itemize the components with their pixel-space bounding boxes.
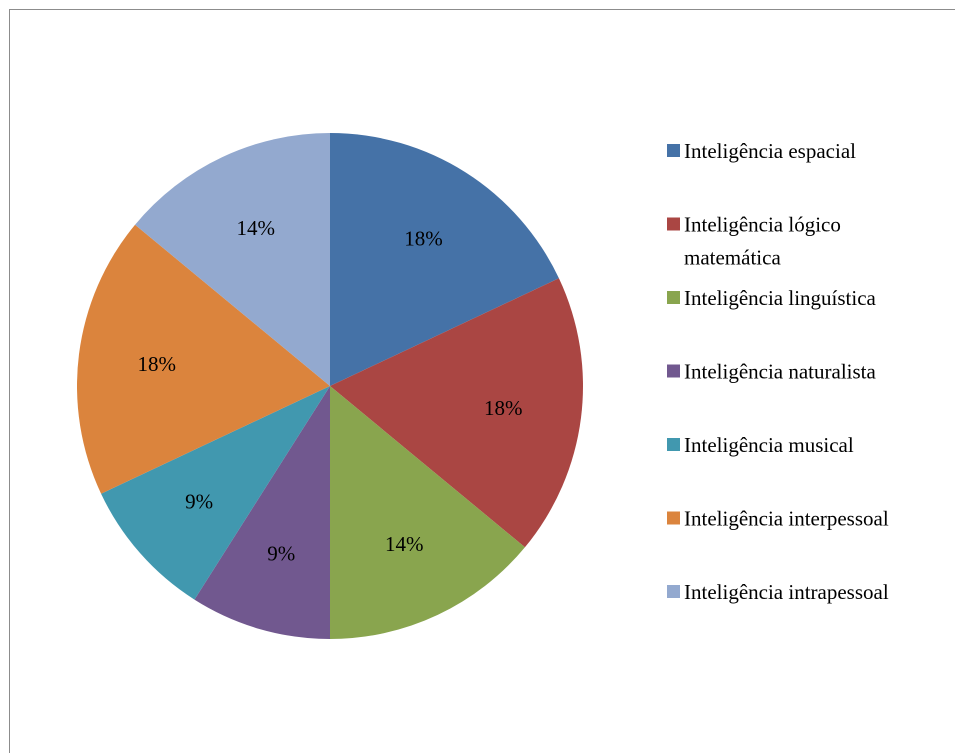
legend-swatch-inteligencia-naturalista	[667, 364, 680, 378]
data-label-inteligencia-logico-matematica: 18%	[484, 396, 523, 420]
data-label-inteligencia-intrapessoal: 14%	[236, 216, 275, 240]
data-label-inteligencia-naturalista: 9%	[267, 542, 295, 566]
legend-label-inteligencia-naturalista: Inteligência naturalista	[684, 360, 877, 384]
pie-slice-inteligencia-interpessoal	[77, 224, 330, 494]
legend: Inteligência espacial Inteligência lógico…	[667, 139, 889, 604]
pie-slice-inteligencia-espacial	[330, 133, 559, 386]
pie-slice-inteligencia-logico-matematica	[330, 278, 583, 548]
legend-label-inteligencia-linguistica: Inteligência linguística	[684, 286, 877, 310]
legend-swatch-inteligencia-espacial	[667, 144, 680, 157]
legend-swatch-inteligencia-intrapessoal	[667, 585, 680, 598]
data-label-inteligencia-linguistica: 14%	[385, 532, 424, 556]
pie-slice-inteligencia-naturalista	[194, 386, 330, 639]
pie-slice-inteligencia-musical	[101, 386, 330, 600]
legend-swatch-inteligencia-musical	[667, 438, 680, 451]
legend-swatch-inteligencia-logico-matematica	[667, 217, 680, 231]
data-label-inteligencia-espacial: 18%	[404, 227, 443, 251]
legend-label-inteligencia-logico-matematica-line-2: matemática	[684, 246, 781, 270]
legend-label-inteligencia-interpessoal: Inteligência interpessoal	[684, 507, 889, 531]
data-labels: 18% 18% 14% 9% 9% 18% 14%	[138, 216, 523, 566]
pie-slice-inteligencia-linguistica	[330, 386, 525, 639]
pie-slice-inteligencia-intrapessoal	[135, 133, 330, 386]
legend-label-inteligencia-espacial: Inteligência espacial	[684, 139, 856, 163]
data-label-inteligencia-interpessoal: 18%	[138, 352, 177, 376]
legend-label-inteligencia-logico-matematica-line-1: Inteligência lógico	[684, 213, 841, 237]
legend-label-inteligencia-intrapessoal: Inteligência intrapessoal	[684, 580, 889, 604]
data-label-inteligencia-musical: 9%	[185, 489, 213, 513]
legend-label-inteligencia-musical: Inteligência musical	[684, 433, 854, 457]
legend-swatch-inteligencia-interpessoal	[667, 511, 680, 525]
pie-slices	[77, 133, 583, 639]
legend-swatch-inteligencia-linguistica	[667, 291, 680, 304]
